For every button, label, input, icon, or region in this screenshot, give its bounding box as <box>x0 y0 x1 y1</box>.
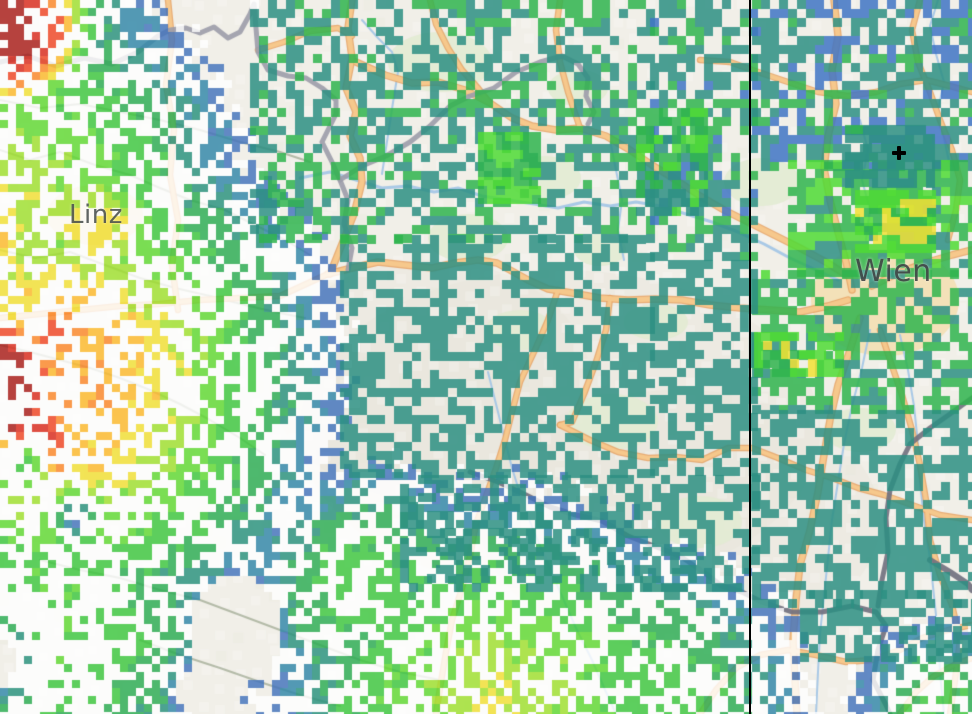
meridian-line <box>749 0 751 714</box>
crosshair-marker <box>892 146 906 160</box>
